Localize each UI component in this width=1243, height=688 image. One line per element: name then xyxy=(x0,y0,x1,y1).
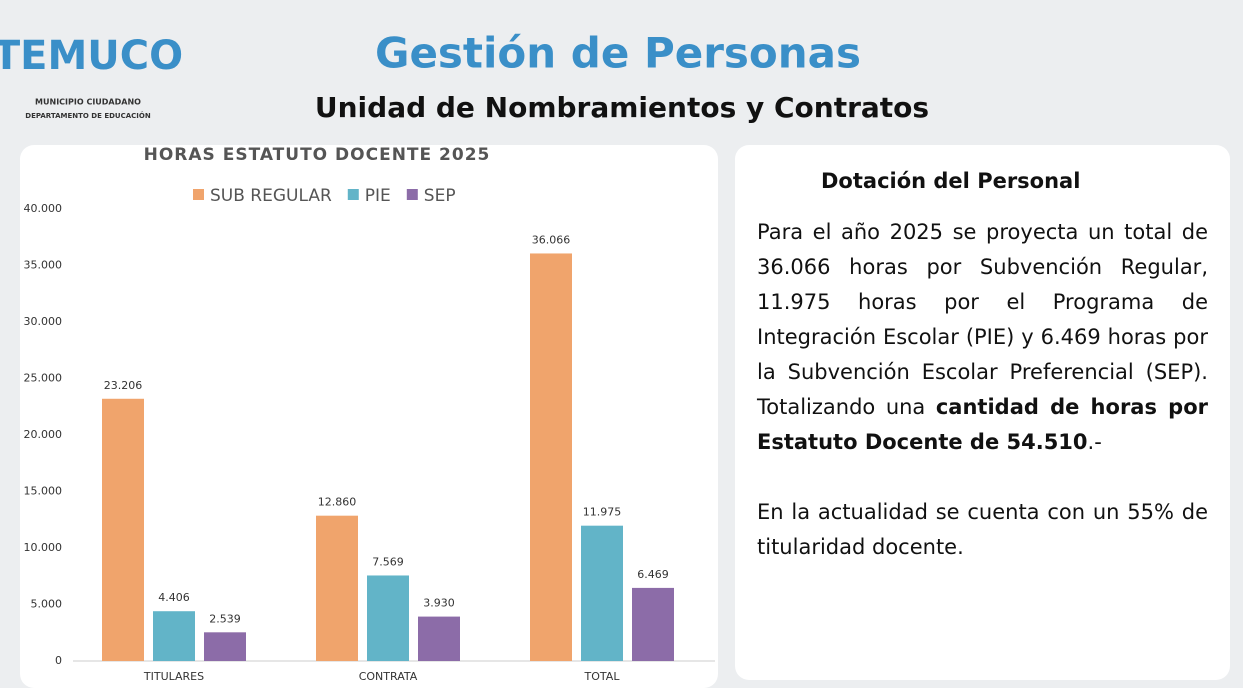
y-tick-label: 25.000 xyxy=(24,372,63,385)
chart-title: HORAS ESTATUTO DOCENTE 2025 xyxy=(144,145,491,165)
value-label: 11.975 xyxy=(583,506,622,519)
paragraph: En la actualidad se cuenta con un 55% de… xyxy=(757,495,1208,565)
bar xyxy=(581,525,623,661)
title: Gestión de Personas xyxy=(375,29,861,78)
bar xyxy=(632,587,674,661)
value-label: 12.860 xyxy=(318,496,357,509)
logo-tagline: MUNICIPIO CIUDADANO xyxy=(35,98,141,107)
bar xyxy=(367,575,409,661)
bar xyxy=(418,616,460,661)
text: .- xyxy=(1087,430,1102,454)
bar xyxy=(204,632,246,661)
legend-label: PIE xyxy=(365,186,391,206)
x-tick-label: TOTAL xyxy=(584,670,621,683)
text-panel: Dotación del Personal Para el año 2025 s… xyxy=(735,145,1230,680)
y-tick-label: 35.000 xyxy=(24,259,63,272)
value-label: 23.206 xyxy=(104,379,143,392)
value-label: 4.406 xyxy=(158,591,190,604)
value-label: 36.066 xyxy=(532,233,571,246)
x-tick-label: CONTRATA xyxy=(359,670,418,683)
subtitle: Unidad de Nombramientos y Contratos xyxy=(315,91,929,124)
bold-text: cantidad de horas por Estatuto Docente d… xyxy=(757,395,1208,454)
y-tick-label: 0 xyxy=(55,654,62,667)
legend-swatch xyxy=(347,189,359,200)
legend-label: SEP xyxy=(424,186,456,206)
legend-label: SUB REGULAR xyxy=(210,186,332,206)
bar xyxy=(102,398,144,661)
value-label: 6.469 xyxy=(637,568,669,581)
y-tick-label: 10.000 xyxy=(24,541,63,554)
legend-swatch xyxy=(193,189,204,200)
y-tick-label: 30.000 xyxy=(24,315,63,328)
legend-swatch xyxy=(406,189,418,200)
paragraph: Para el año 2025 se proyecta un total de… xyxy=(757,215,1208,460)
y-tick-label: 15.000 xyxy=(24,485,63,498)
x-tick-label: TITULARES xyxy=(143,670,204,683)
y-tick-label: 5.000 xyxy=(31,598,63,611)
panel-heading: Dotación del Personal xyxy=(821,169,1081,193)
logo-name: TEMUCO xyxy=(0,33,183,79)
y-tick-label: 40.000 xyxy=(24,202,63,215)
bar xyxy=(153,611,195,661)
bar xyxy=(530,253,572,661)
value-label: 7.569 xyxy=(372,555,404,568)
bar xyxy=(316,515,358,661)
value-label: 2.539 xyxy=(209,612,241,625)
y-tick-label: 20.000 xyxy=(24,428,63,441)
text: Para el año 2025 se proyecta un total de… xyxy=(757,220,1208,419)
value-label: 3.930 xyxy=(423,597,455,610)
text: En la actualidad se cuenta con un 55% de… xyxy=(757,500,1208,559)
logo-department: DEPARTAMENTO DE EDUCACIÓN xyxy=(25,111,151,120)
